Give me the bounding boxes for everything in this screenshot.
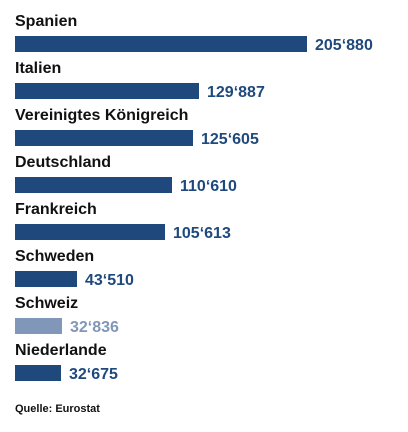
source-note: Quelle: Eurostat	[15, 403, 100, 415]
category-label: Frankreich	[15, 201, 97, 218]
category-label: Italien	[15, 60, 61, 77]
bar	[15, 83, 199, 99]
category-label: Deutschland	[15, 154, 111, 171]
category-label: Schweden	[15, 248, 94, 265]
category-label: Vereinigtes Königreich	[15, 107, 188, 124]
value-label: 43‘510	[85, 272, 134, 289]
value-label: 125‘605	[201, 131, 259, 148]
value-label: 205‘880	[315, 37, 373, 54]
value-label: 32‘836	[70, 319, 119, 336]
bar	[15, 36, 307, 52]
value-label: 105‘613	[173, 225, 231, 242]
bar	[15, 224, 165, 240]
bar	[15, 130, 193, 146]
bar	[15, 365, 61, 381]
category-label: Schweiz	[15, 295, 78, 312]
value-label: 32‘675	[69, 366, 118, 383]
category-label: Niederlande	[15, 342, 107, 359]
category-label: Spanien	[15, 13, 77, 30]
bar	[15, 318, 62, 334]
value-label: 110‘610	[180, 178, 237, 195]
bar	[15, 177, 172, 193]
bar	[15, 271, 77, 287]
value-label: 129‘887	[207, 84, 265, 101]
